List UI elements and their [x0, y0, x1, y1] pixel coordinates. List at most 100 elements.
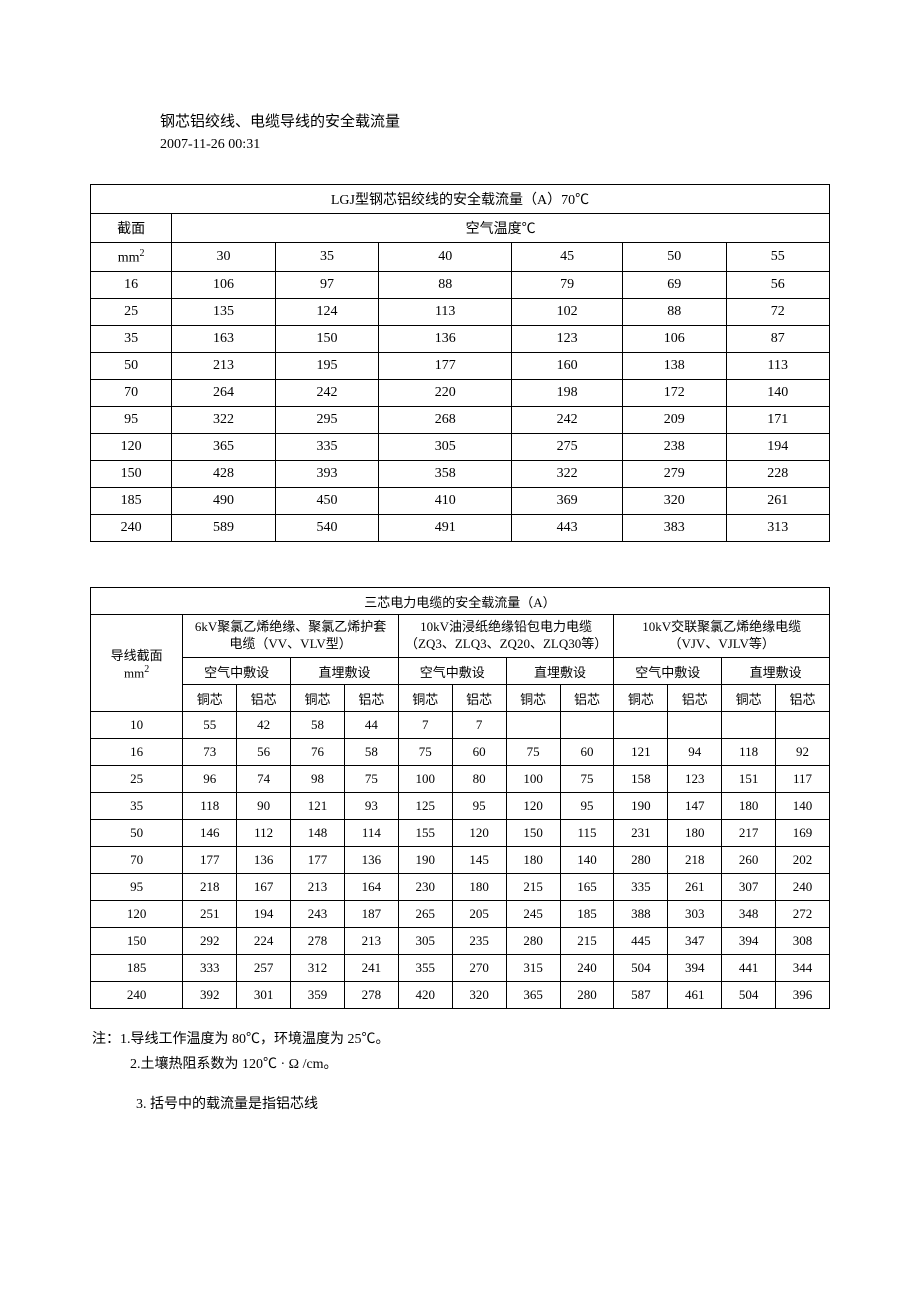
notes: 注：1.导线工作温度为 80℃，环境温度为 25℃。 2.土壤热阻系数为 120…: [92, 1027, 830, 1117]
table-row: 3511890121931259512095190147180140: [91, 793, 830, 820]
cell: 180: [452, 874, 506, 901]
timestamp: 2007-11-26 00:31: [160, 134, 830, 156]
cell: 490: [172, 488, 275, 515]
cell: 120: [91, 434, 172, 461]
cell: 167: [237, 874, 291, 901]
cell: 95: [452, 793, 506, 820]
cell: 56: [726, 272, 830, 299]
cell: 75: [560, 766, 614, 793]
cell: 312: [291, 955, 345, 982]
cell: 305: [398, 928, 452, 955]
cell: 230: [398, 874, 452, 901]
cell: 358: [379, 461, 512, 488]
cell: 410: [379, 488, 512, 515]
cell: 151: [722, 766, 776, 793]
temp-header: 空气温度℃: [172, 214, 830, 243]
cell: 307: [722, 874, 776, 901]
table-row: 25967498751008010075158123151117: [91, 766, 830, 793]
cell: 388: [614, 901, 668, 928]
temp-col: 30: [172, 243, 275, 272]
cell: [776, 712, 830, 739]
cell: 383: [623, 515, 726, 542]
cell: 90: [237, 793, 291, 820]
install-type: 直埋敷设: [506, 658, 614, 685]
cell: 303: [668, 901, 722, 928]
core-type: 铝芯: [776, 685, 830, 712]
core-type: 铝芯: [344, 685, 398, 712]
cell: 218: [668, 847, 722, 874]
cell: 369: [512, 488, 623, 515]
cell: 235: [452, 928, 506, 955]
cell: 16: [91, 272, 172, 299]
cell: 320: [452, 982, 506, 1009]
cell: 461: [668, 982, 722, 1009]
cell: 123: [668, 766, 722, 793]
install-type: 空气中敷设: [614, 658, 722, 685]
install-type: 空气中敷设: [398, 658, 506, 685]
cell: 95: [91, 874, 183, 901]
cell: 359: [291, 982, 345, 1009]
table-row: 导线截面 mm2 6kV聚氯乙烯绝缘、聚氯乙烯护套电缆（VV、VLV型）10kV…: [91, 615, 830, 658]
table1-title: LGJ型钢芯铝绞线的安全载流量（A）70℃: [91, 185, 830, 214]
cell: 202: [776, 847, 830, 874]
cell: [614, 712, 668, 739]
cell: 76: [291, 739, 345, 766]
table-row: 251351241131028872: [91, 299, 830, 326]
cell: 504: [722, 982, 776, 1009]
cell: 80: [452, 766, 506, 793]
table-row: 70177136177136190145180140280218260202: [91, 847, 830, 874]
cell: 540: [275, 515, 378, 542]
cell: 224: [237, 928, 291, 955]
document-page: 钢芯铝绞线、电缆导线的安全载流量 2007-11-26 00:31 LGJ型钢芯…: [0, 0, 920, 1157]
cell: 450: [275, 488, 378, 515]
cell: 98: [291, 766, 345, 793]
cell: 155: [398, 820, 452, 847]
cell: 160: [512, 353, 623, 380]
cell: 150: [275, 326, 378, 353]
cell: 72: [726, 299, 830, 326]
cell: 231: [614, 820, 668, 847]
cell: 190: [398, 847, 452, 874]
cell: 242: [275, 380, 378, 407]
cell: 365: [172, 434, 275, 461]
cell: 93: [344, 793, 398, 820]
section-unit: mm2: [91, 243, 172, 272]
cell: 150: [506, 820, 560, 847]
table-row: 120365335305275238194: [91, 434, 830, 461]
table-row: 95322295268242209171: [91, 407, 830, 434]
cell: 194: [237, 901, 291, 928]
table-row: 185490450410369320261: [91, 488, 830, 515]
cell: 75: [506, 739, 560, 766]
cell: 88: [623, 299, 726, 326]
cell: 394: [722, 928, 776, 955]
cell: 185: [560, 901, 614, 928]
temp-col: 50: [623, 243, 726, 272]
cell: 163: [172, 326, 275, 353]
cell: 95: [560, 793, 614, 820]
title-block: 钢芯铝绞线、电缆导线的安全载流量 2007-11-26 00:31: [160, 110, 830, 156]
cell: 218: [183, 874, 237, 901]
cell: 146: [183, 820, 237, 847]
cell: 217: [722, 820, 776, 847]
cell: 7: [398, 712, 452, 739]
cell: 117: [776, 766, 830, 793]
cell: 335: [614, 874, 668, 901]
cell: 251: [183, 901, 237, 928]
core-type: 铜芯: [291, 685, 345, 712]
cell: 190: [614, 793, 668, 820]
table-row: 截面 空气温度℃: [91, 214, 830, 243]
temp-col: 55: [726, 243, 830, 272]
cell: 113: [726, 353, 830, 380]
cable-type: 10kV油浸纸绝缘铅包电力电缆（ZQ3、ZLQ3、ZQ20、ZLQ30等）: [398, 615, 614, 658]
cell: 268: [379, 407, 512, 434]
page-title: 钢芯铝绞线、电缆导线的安全载流量: [160, 110, 830, 134]
table-lgj-capacity: LGJ型钢芯铝绞线的安全载流量（A）70℃ 截面 空气温度℃ mm2 30354…: [90, 184, 830, 542]
core-type: 铜芯: [614, 685, 668, 712]
cell: 272: [776, 901, 830, 928]
table-row: 240392301359278420320365280587461504396: [91, 982, 830, 1009]
note-3: 3. 括号中的载流量是指铝芯线: [136, 1092, 830, 1117]
cell: 305: [379, 434, 512, 461]
cell: 322: [512, 461, 623, 488]
cell: 280: [506, 928, 560, 955]
table-row: 161069788796956: [91, 272, 830, 299]
